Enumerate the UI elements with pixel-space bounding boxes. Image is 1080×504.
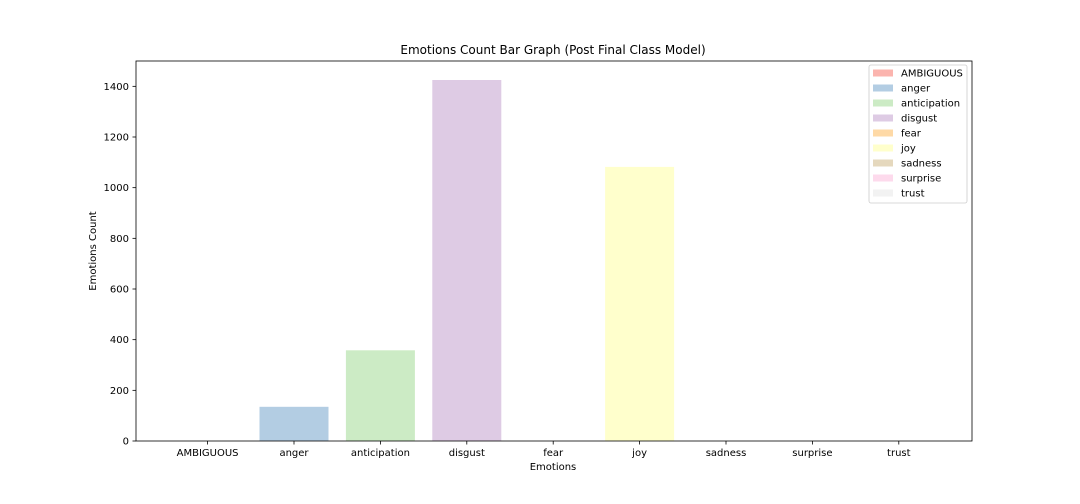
x-axis-ticks: AMBIGUOUS anger anticipation disgust fear joy…	[177, 441, 911, 459]
x-tick-label: sadness	[706, 448, 747, 459]
legend-entry-disgust: disgust	[901, 114, 937, 125]
legend-swatch-fear	[873, 129, 893, 137]
y-tick-label: 800	[110, 234, 129, 245]
x-tick-label: surprise	[792, 448, 832, 459]
legend-entry-trust: trust	[901, 189, 925, 200]
legend-box	[868, 64, 968, 204]
bar-disgust	[432, 80, 502, 441]
chart-title: Emotions Count Bar Graph (Post Final Cla…	[400, 43, 705, 57]
y-tick-label: 0	[123, 437, 129, 448]
legend-entry-surprise: surprise	[901, 174, 941, 185]
bar-joy	[605, 166, 675, 442]
x-tick-label: anger	[279, 448, 309, 459]
x-tick-label: disgust	[449, 448, 485, 459]
legend-entry-sadness: sadness	[901, 159, 942, 170]
legend-swatch-anger	[873, 84, 893, 92]
y-tick-label: 200	[110, 386, 129, 397]
y-tick-label: 400	[110, 335, 129, 346]
legend-entry-anger: anger	[901, 84, 931, 95]
x-axis-label: Emotions	[530, 462, 577, 473]
legend-swatch-surprise	[873, 174, 893, 182]
x-tick-label: trust	[887, 448, 911, 459]
legend-entry-ambiguous: AMBIGUOUS	[901, 69, 963, 80]
y-axis-ticks: 0 200 400 600 800 1000 1200 1400	[104, 82, 136, 448]
y-tick-label: 1000	[104, 183, 129, 194]
x-tick-label: joy	[631, 448, 647, 459]
legend-swatch-joy	[873, 144, 893, 152]
legend-swatch-sadness	[873, 159, 893, 167]
x-tick-label: anticipation	[351, 448, 410, 459]
legend-swatch-anticipation	[873, 99, 893, 107]
x-tick-label: AMBIGUOUS	[177, 448, 239, 459]
legend-swatch-trust	[873, 189, 893, 197]
legend-entry-fear: fear	[901, 129, 922, 140]
bar-anger	[259, 406, 329, 441]
bar-anticipation	[345, 350, 415, 441]
x-tick-label: fear	[543, 448, 564, 459]
y-tick-label: 1200	[104, 133, 129, 144]
y-tick-label: 600	[110, 285, 129, 296]
legend-entry-joy: joy	[900, 144, 916, 155]
y-axis-label: Emotions Count	[88, 211, 99, 290]
legend-swatch-ambiguous	[873, 69, 893, 77]
legend-swatch-disgust	[873, 114, 893, 122]
plot-frame	[135, 60, 973, 442]
legend-entry-anticipation: anticipation	[901, 99, 960, 110]
bars-group	[259, 80, 675, 442]
y-tick-label: 1400	[104, 82, 129, 93]
legend: AMBIGUOUS anger anticipation disgust fear joy…	[868, 64, 968, 204]
